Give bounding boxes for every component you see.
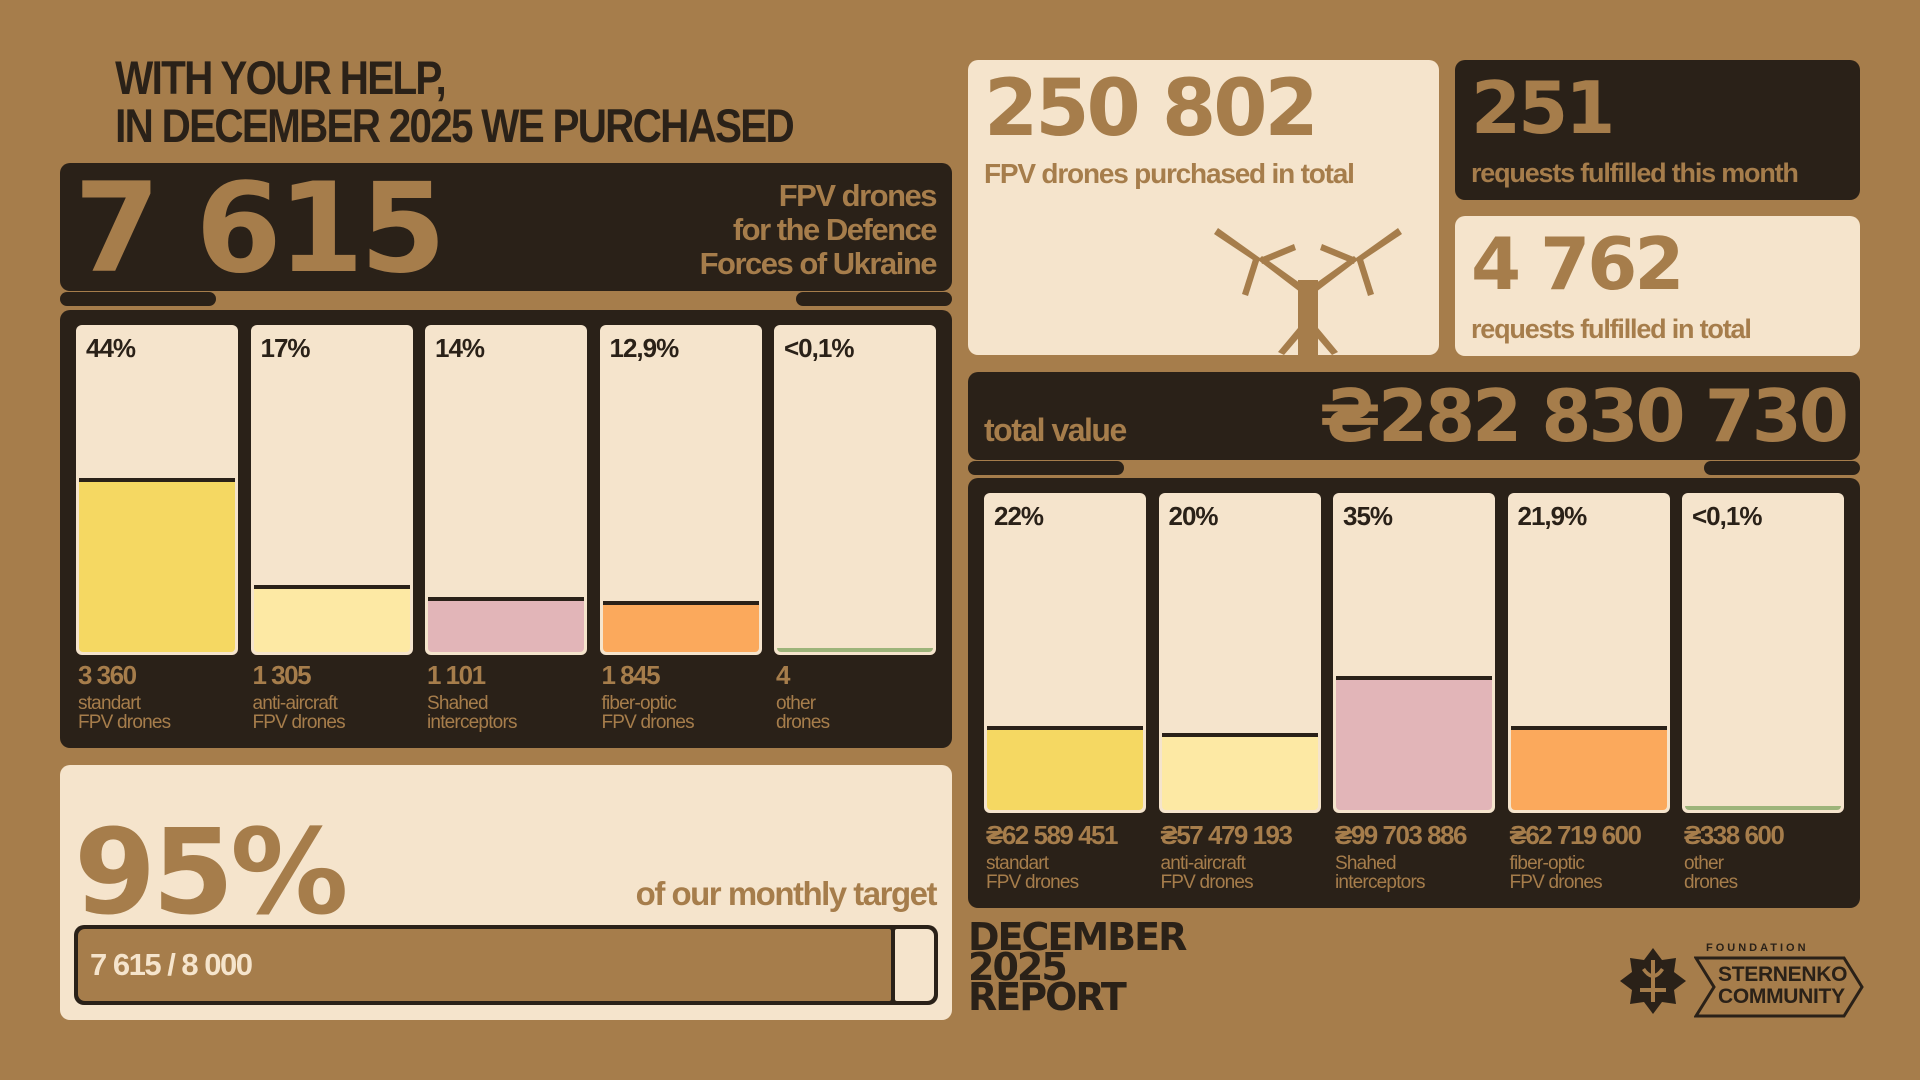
logo-foundation-label: FOUNDATION xyxy=(1706,942,1809,954)
total-value-amount: ₴282 830 730 xyxy=(1319,374,1849,458)
bar-column: 22% xyxy=(984,493,1146,813)
bar-label: Shahed interceptors xyxy=(427,693,517,733)
bar-fill xyxy=(1510,726,1667,810)
target-percent: 95% xyxy=(74,803,348,941)
drone-silhouette-icon xyxy=(1214,228,1402,355)
bar-column: 44% xyxy=(76,325,238,655)
requests-month-panel: 251 requests fulfilled this month xyxy=(1455,60,1860,200)
total-drones-caption: FPV drones purchased in total xyxy=(984,158,1355,189)
requests-month-caption: requests fulfilled this month xyxy=(1471,158,1799,188)
bar-fill xyxy=(987,726,1143,810)
bar-label: other drones xyxy=(1684,853,1738,893)
bar-percent: 44% xyxy=(86,333,136,363)
bar-percent: 20% xyxy=(1168,501,1219,531)
bar-label: fiber-optic FPV drones xyxy=(601,693,695,733)
bar-percent: 12,9% xyxy=(609,333,680,363)
requests-total-value: 4 762 xyxy=(1471,222,1684,306)
total-drones-panel: 250 802 FPV drones purchased in total xyxy=(968,60,1439,355)
bar-fill xyxy=(1336,676,1492,810)
logo-wordmark: STERNENKO COMMUNITY xyxy=(1718,963,1848,1008)
bar-fill xyxy=(428,597,584,652)
bar-percent: 22% xyxy=(994,501,1044,531)
sternenko-emblem-icon xyxy=(1620,948,1686,1014)
bar-value: ₴57 479 193 xyxy=(1160,820,1293,850)
logo-arrow-frame xyxy=(1694,956,1864,1018)
monthly-count-panel: 7 615 FPV drones for the Defence Forces … xyxy=(60,163,952,291)
bar-label: standart FPV drones xyxy=(78,693,171,733)
bar-fill xyxy=(777,648,933,652)
requests-total-panel: 4 762 requests fulfilled in total xyxy=(1455,216,1860,356)
connector-nub xyxy=(968,461,1124,475)
target-progress-text: 7 615 / 8 000 xyxy=(90,947,253,982)
bar-column: 17% xyxy=(250,325,413,655)
target-progress-bar: 7 615 / 8 000 xyxy=(74,925,938,1005)
bar-column: <0,1% xyxy=(774,325,936,655)
connector-nub xyxy=(60,292,216,306)
bar-value: 1 845 xyxy=(601,660,661,690)
total-value-panel: total value ₴282 830 730 xyxy=(968,372,1860,460)
sternenko-logo: FOUNDATION STERNENKO COMMUNITY xyxy=(1618,938,1864,1020)
bar-column: 21,9% xyxy=(1507,493,1670,813)
monthly-count: 7 615 xyxy=(74,157,446,301)
bar-value: ₴338 600 xyxy=(1684,820,1785,850)
connector-nub xyxy=(796,292,952,306)
target-progress-fill xyxy=(78,929,891,1001)
total-drones-value: 250 802 xyxy=(984,64,1319,154)
bar-column: <0,1% xyxy=(1682,493,1844,813)
bar-fill xyxy=(253,585,410,652)
page-headline: WITH YOUR HELP, IN DECEMBER 2025 WE PURC… xyxy=(115,51,795,152)
total-value-label: total value xyxy=(984,412,1127,448)
bar-fill xyxy=(1685,806,1841,810)
bar-percent: 21,9% xyxy=(1517,501,1588,531)
requests-total-caption: requests fulfilled in total xyxy=(1471,314,1752,344)
drone-breakdown-panel: 44% 3 360 standart FPV drones 17% 1 305 anti-… xyxy=(60,310,952,748)
monthly-caption: FPV drones for the Defence Forces of Ukr… xyxy=(699,178,938,281)
bar-column: 35% xyxy=(1333,493,1495,813)
report-title: DECEMBER 2025 REPORT xyxy=(968,915,1187,1019)
bar-value: 3 360 xyxy=(78,660,137,690)
bar-percent: 14% xyxy=(435,333,485,363)
target-caption: of our monthly target xyxy=(635,875,938,912)
bar-column: 12,9% xyxy=(599,325,762,655)
monthly-target-panel: 95% of our monthly target 7 615 / 8 000 xyxy=(60,765,952,1020)
bar-fill xyxy=(602,601,759,652)
bar-label: anti-aircraft FPV drones xyxy=(1160,853,1254,893)
bar-label: anti-aircraft FPV drones xyxy=(252,693,346,733)
bar-label: Shahed interceptors xyxy=(1335,853,1425,893)
bar-value: 1 101 xyxy=(427,660,486,690)
bar-value: 4 xyxy=(776,660,790,690)
bar-label: other drones xyxy=(776,693,830,733)
requests-month-value: 251 xyxy=(1471,66,1615,150)
bar-value: 1 305 xyxy=(252,660,312,690)
bar-percent: <0,1% xyxy=(784,333,854,363)
bar-fill xyxy=(1161,733,1318,810)
bar-percent: 17% xyxy=(260,333,311,363)
value-breakdown-panel: 22% ₴62 589 451 standart FPV drones 20% ₴57 … xyxy=(968,478,1860,908)
bar-column: 20% xyxy=(1158,493,1321,813)
bar-column: 14% xyxy=(425,325,587,655)
bar-value: ₴62 719 600 xyxy=(1509,820,1642,850)
bar-value: ₴62 589 451 xyxy=(986,820,1118,850)
connector-nub xyxy=(1704,461,1860,475)
bar-label: standart FPV drones xyxy=(986,853,1079,893)
bar-value: ₴99 703 886 xyxy=(1335,820,1467,850)
bar-percent: 35% xyxy=(1343,501,1393,531)
bar-fill xyxy=(79,478,235,652)
bar-percent: <0,1% xyxy=(1692,501,1762,531)
target-progress-remaining xyxy=(895,929,934,1001)
bar-label: fiber-optic FPV drones xyxy=(1509,853,1603,893)
